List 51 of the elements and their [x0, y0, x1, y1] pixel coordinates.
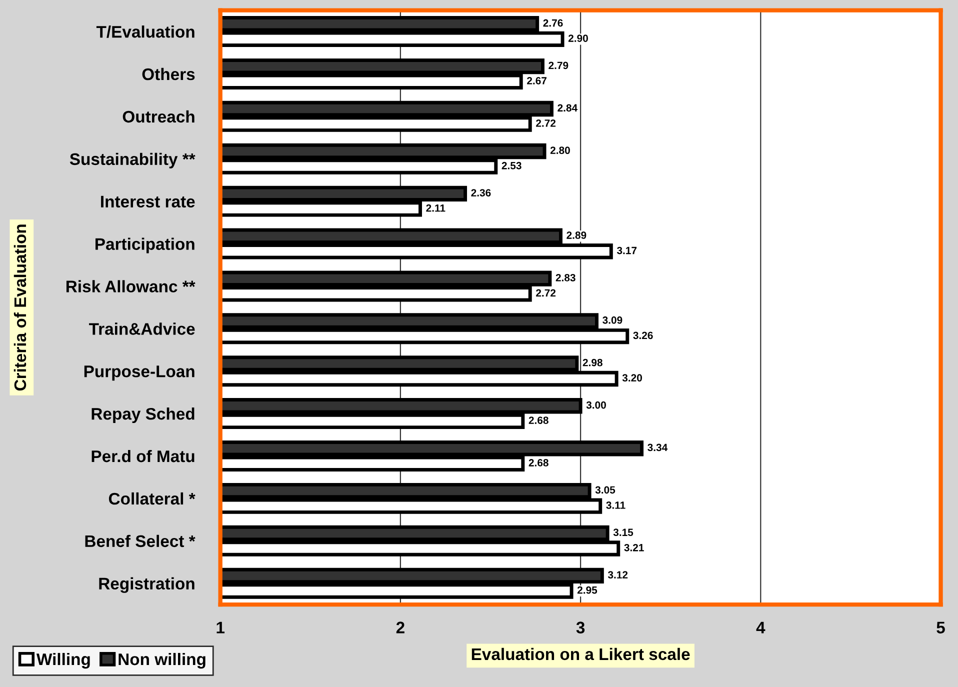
data-label: 2.83 — [556, 274, 576, 282]
data-label: 2.67 — [527, 77, 546, 84]
y-tick-label: Collateral * — [108, 492, 196, 505]
data-label: 2.11 — [426, 204, 446, 212]
data-label: 2.89 — [566, 232, 586, 239]
data-label: 2.80 — [550, 146, 570, 154]
y-tick-label: Sustainability ** — [70, 152, 196, 168]
data-label: 3.00 — [586, 401, 606, 409]
data-label: 3.12 — [608, 571, 628, 579]
y-tick-label: Train&Advice — [89, 322, 195, 335]
y-tick-label: Repay Sched — [92, 408, 194, 424]
y-tick-label: Interest rate — [101, 196, 195, 208]
y-tick-label: Per.d of Matu — [92, 450, 194, 462]
data-label: 3.09 — [602, 316, 622, 324]
data-label: 3.11 — [606, 502, 626, 509]
data-label: 3.26 — [633, 332, 653, 340]
y-axis-title: Criteria of Evaluation — [14, 224, 26, 391]
legend-label: Non willing — [118, 652, 206, 669]
data-label: 3.05 — [595, 486, 616, 494]
data-label: 2.68 — [528, 459, 548, 466]
data-label: 3.15 — [613, 528, 634, 536]
data-label: 2.72 — [536, 289, 556, 297]
y-tick-label: Outreach — [122, 110, 194, 123]
x-tick-label: 1 — [216, 622, 225, 634]
data-label: 2.72 — [536, 119, 556, 127]
data-label: 2.95 — [577, 586, 598, 594]
data-label: 2.98 — [582, 358, 602, 366]
x-tick-label: 2 — [396, 622, 404, 634]
legend-label: Willing — [36, 652, 90, 669]
y-tick-label: Participation — [96, 238, 194, 254]
x-tick-label: 3 — [576, 622, 585, 634]
data-label: 2.90 — [568, 34, 588, 42]
data-label: 2.36 — [471, 189, 491, 196]
x-tick-label: 5 — [936, 622, 945, 634]
data-label: 2.79 — [548, 62, 568, 70]
data-label: 2.76 — [543, 19, 563, 27]
x-tick-label: 4 — [756, 622, 766, 634]
y-tick-label: Purpose-Loan — [84, 366, 194, 381]
data-label: 3.17 — [616, 246, 637, 254]
data-label: 2.53 — [502, 162, 522, 170]
x-axis-title: Evaluation on a Likert scale — [472, 648, 690, 660]
data-label: 3.20 — [622, 374, 642, 382]
data-label: 2.68 — [528, 416, 548, 424]
y-tick-label: Others — [142, 68, 195, 80]
y-tick-label: Registration — [99, 577, 194, 593]
data-label: 3.21 — [624, 544, 644, 552]
data-label: 2.84 — [558, 104, 578, 112]
y-tick-label: T/Evaluation — [96, 25, 194, 38]
y-tick-label: Risk Allowanc ** — [66, 280, 196, 292]
data-label: 3.34 — [648, 444, 668, 452]
y-tick-label: Benef Select * — [85, 534, 196, 548]
